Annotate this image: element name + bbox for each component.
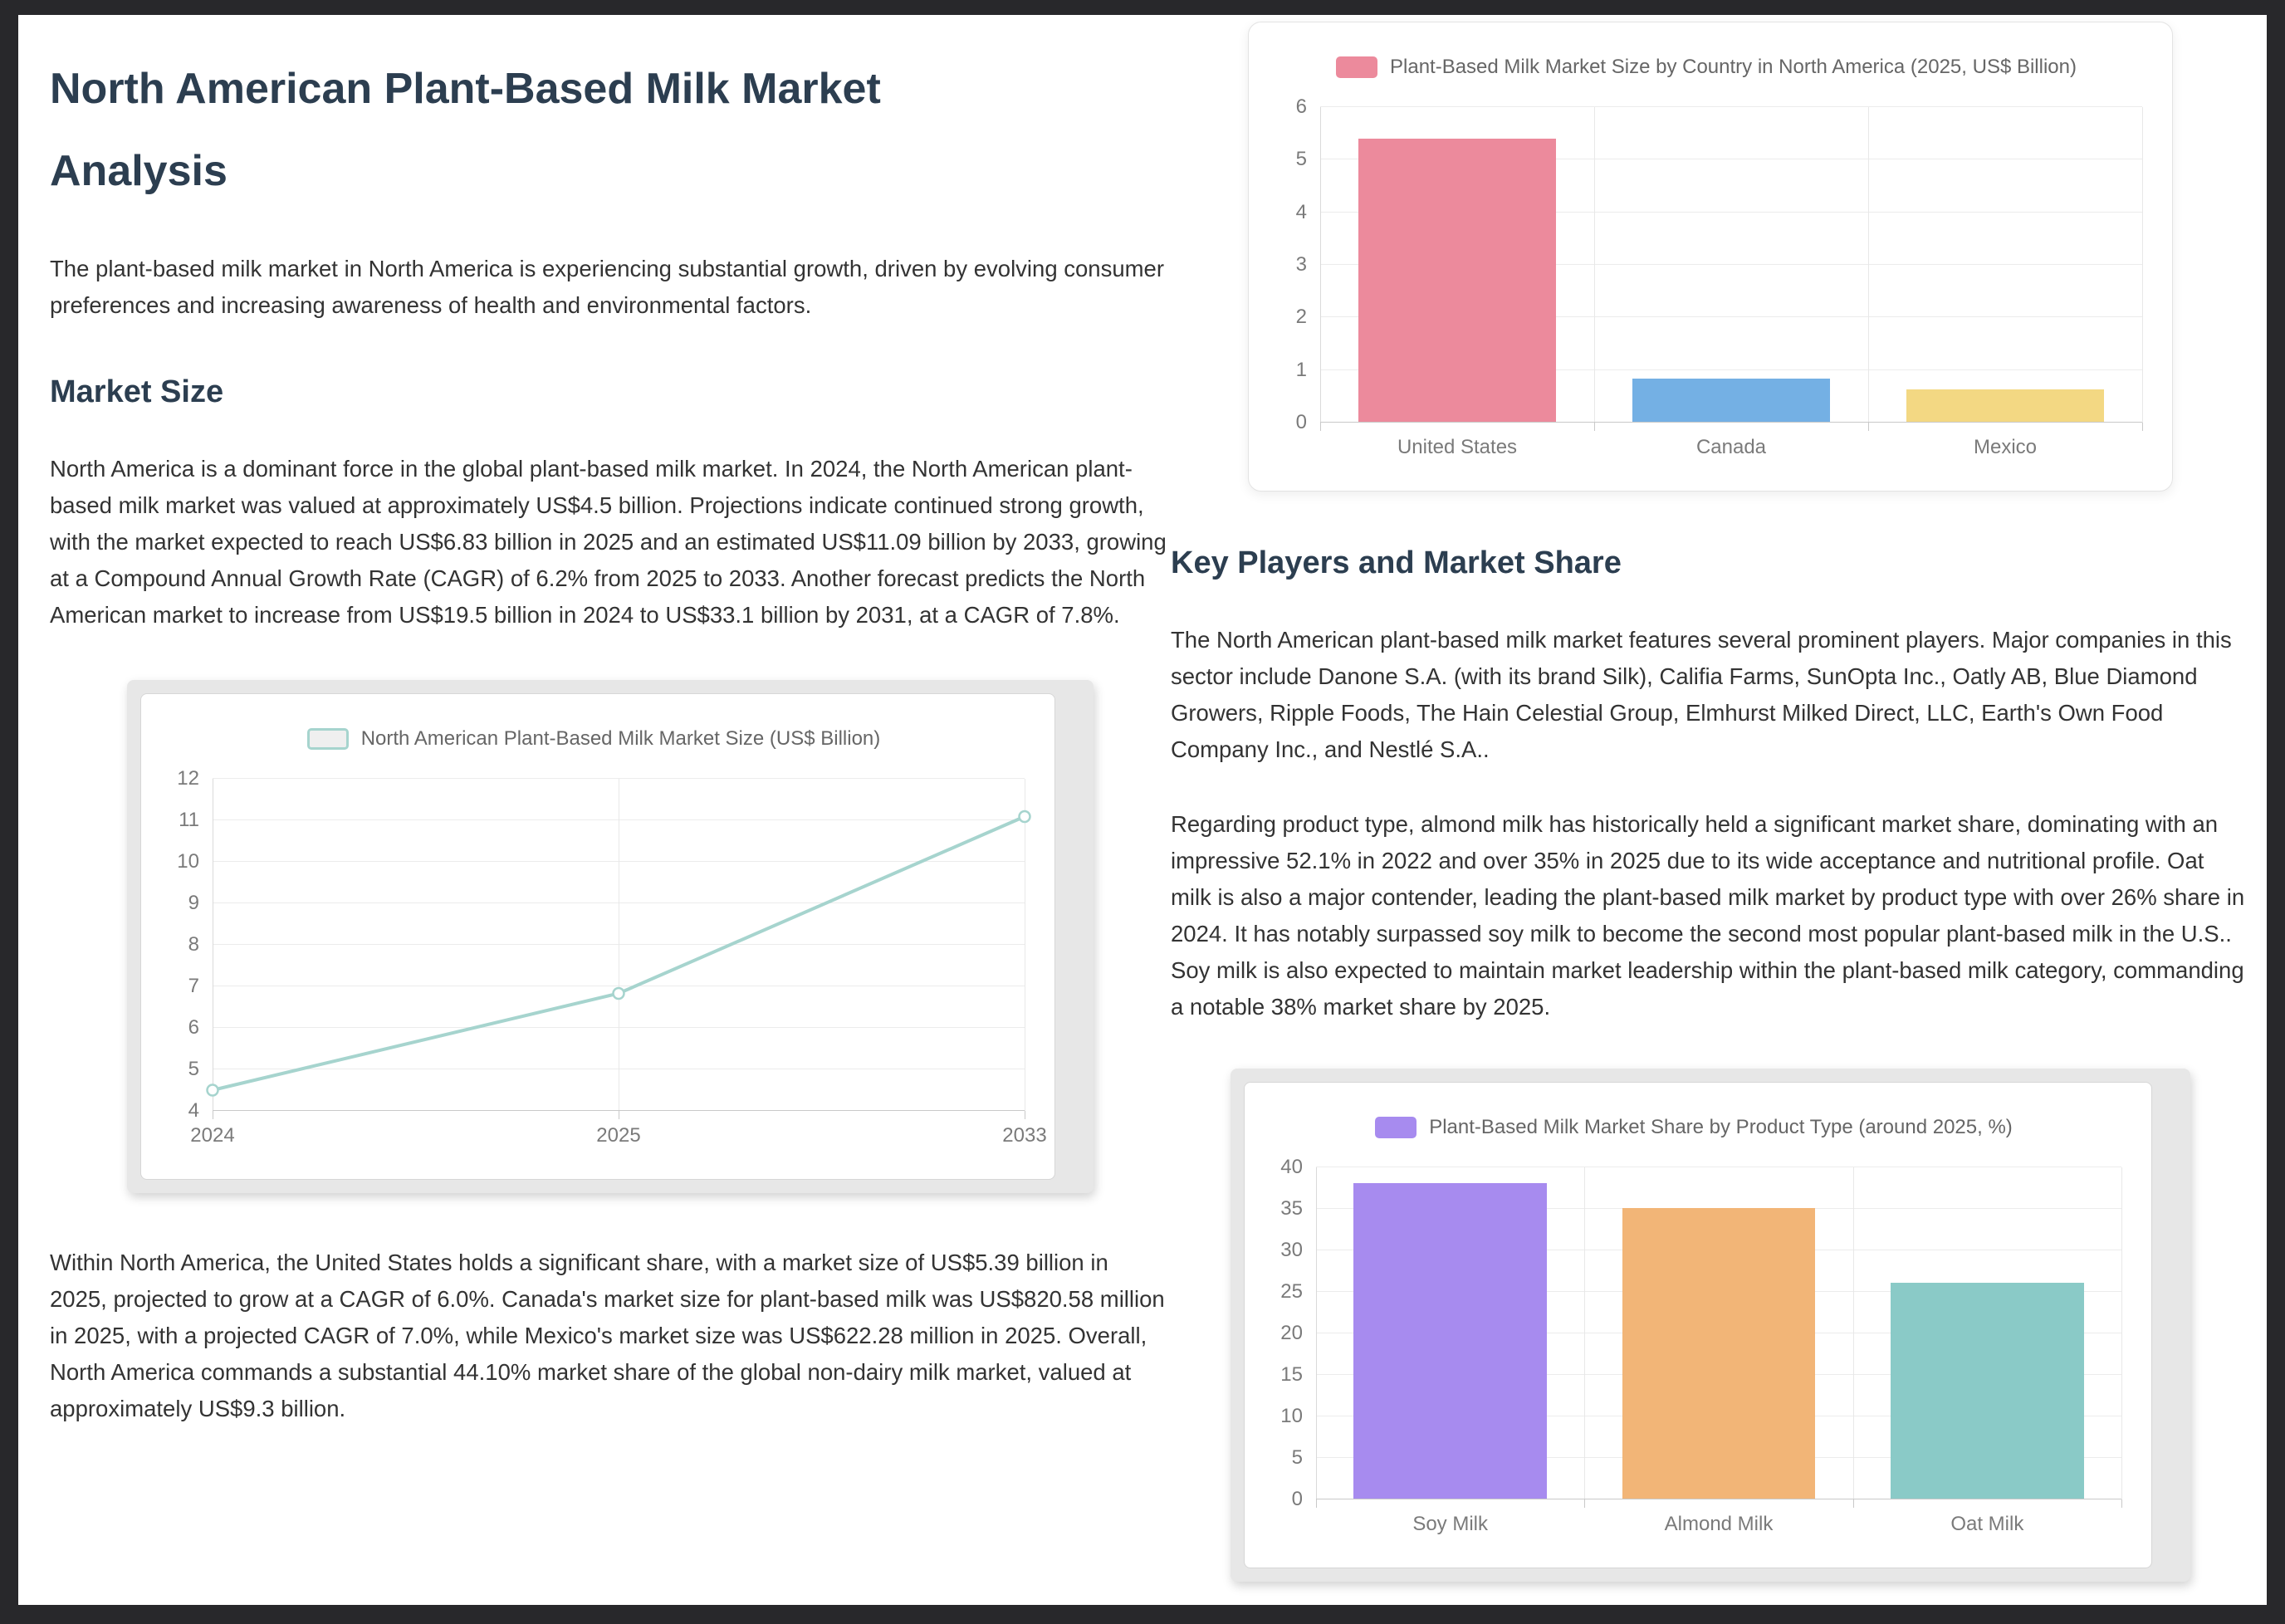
x-axis: Soy Milk Almond Milk Oat Milk (1316, 1513, 2121, 1548)
y-axis-label: 25 (1280, 1280, 1303, 1304)
y-axis: 4 5 6 7 8 9 10 11 12 (163, 767, 213, 1122)
x-axis-label: Mexico (1973, 436, 2038, 458)
y-axis-label: 5 (1291, 1446, 1303, 1470)
x-axis-label: 2033 (1002, 1123, 1047, 1147)
document-page: North American Plant-Based Milk Market A… (18, 15, 2267, 1605)
y-axis-label: 6 (188, 1015, 199, 1039)
y-axis-label: 7 (188, 974, 199, 997)
y-axis-line (1316, 1167, 1317, 1500)
y-axis-label: 0 (1291, 1488, 1303, 1511)
y-axis-label: 40 (1280, 1156, 1303, 1179)
section-heading-key-players: Key Players and Market Share (1171, 545, 1622, 580)
chart-card: North American Plant-Based Milk Market S… (140, 692, 1055, 1180)
chart-plot-area (206, 777, 1031, 1119)
x-axis-label: United States (1397, 436, 1518, 458)
bar-soy-milk (1353, 1183, 1548, 1499)
chart-plot-area (1320, 106, 2143, 431)
x-axis: 2024 2025 2033 (190, 1123, 1046, 1159)
legend-swatch-icon (1336, 56, 1377, 78)
x-axis-label: Canada (1695, 436, 1767, 458)
x-axis-label: 2024 (190, 1123, 235, 1147)
bar-chart-product-type: Plant-Based Milk Market Share by Product… (1245, 1083, 2151, 1568)
y-axis-label: 8 (188, 932, 199, 956)
intro-paragraph: The plant-based milk market in North Ame… (50, 255, 1165, 318)
y-axis-label: 5 (1295, 148, 1307, 171)
chart-legend: North American Plant-Based Milk Market S… (163, 721, 1025, 757)
y-axis-label: 4 (1295, 200, 1307, 223)
legend-item[interactable]: Plant-Based Milk Market Size by Country … (1336, 56, 2077, 79)
y-axis: 0 5 10 15 20 25 30 35 40 (1266, 1156, 1316, 1510)
country-bar-chart-card: Plant-Based Milk Market Size by Country … (1248, 22, 2173, 492)
data-point-marker (1018, 810, 1031, 824)
bar-almond-milk (1622, 1208, 1816, 1499)
key-players-paragraph-2: Regarding product type, almond milk has … (1171, 811, 2245, 1020)
left-column: North American Plant-Based Milk Market A… (50, 15, 1171, 1582)
y-axis-label: 11 (179, 808, 199, 831)
bar-chart-country: Plant-Based Milk Market Size by Country … (1249, 22, 2172, 491)
bar-mexico (1906, 389, 2104, 422)
legend-swatch-icon (1375, 1117, 1417, 1139)
right-column: Plant-Based Milk Market Size by Country … (1171, 15, 2250, 1582)
data-point-marker (612, 986, 625, 1000)
x-axis-label: Soy Milk (1412, 1513, 1488, 1536)
y-axis-label: 12 (177, 766, 199, 790)
y-axis: 0 1 2 3 4 5 6 (1270, 95, 1320, 433)
y-axis-label: 3 (1295, 253, 1307, 276)
data-point-marker (206, 1083, 219, 1097)
legend-swatch-icon (306, 727, 349, 750)
bar-united-states (1358, 138, 1556, 422)
y-axis-label: 2 (1295, 306, 1307, 329)
two-column-layout: North American Plant-Based Milk Market A… (18, 15, 2267, 1582)
market-size-paragraph-2: Within North America, the United States … (50, 1249, 1165, 1421)
x-axis-label: 2025 (596, 1123, 641, 1147)
line-series (206, 810, 1031, 1097)
y-axis-label: 5 (188, 1057, 199, 1080)
y-axis-label: 4 (188, 1098, 199, 1122)
bar-oat-milk (1890, 1283, 2084, 1499)
y-axis-label: 0 (1295, 411, 1307, 433)
market-size-line-chart-frame: North American Plant-Based Milk Market S… (127, 679, 1094, 1193)
legend-label: Plant-Based Milk Market Share by Product… (1429, 1116, 2013, 1139)
y-axis-label: 30 (1280, 1239, 1303, 1262)
y-axis-label: 9 (188, 891, 199, 914)
bar-canada (1632, 379, 1830, 422)
chart-card: Plant-Based Milk Market Share by Product… (1244, 1082, 2152, 1569)
y-axis-line (1320, 107, 1321, 423)
legend-item[interactable]: North American Plant-Based Milk Market S… (306, 726, 881, 751)
legend-item[interactable]: Plant-Based Milk Market Share by Product… (1375, 1116, 2013, 1139)
product-bar-chart-frame: Plant-Based Milk Market Share by Product… (1231, 1069, 2190, 1582)
line-chart-market-size: North American Plant-Based Milk Market S… (141, 694, 1054, 1179)
y-axis-label: 35 (1280, 1197, 1303, 1220)
y-axis-label: 10 (1280, 1405, 1303, 1428)
legend-label: North American Plant-Based Milk Market S… (360, 726, 881, 750)
x-axis-label: Oat Milk (1950, 1513, 2024, 1536)
y-axis-label: 1 (1295, 358, 1307, 381)
page-title: North American Plant-Based Milk Market A… (50, 65, 881, 195)
y-axis-label: 20 (1280, 1322, 1303, 1345)
legend-label: Plant-Based Milk Market Size by Country … (1390, 56, 2077, 78)
chart-legend: Plant-Based Milk Market Size by Country … (1270, 49, 2142, 86)
chart-legend: Plant-Based Milk Market Share by Product… (1266, 1109, 2121, 1146)
y-axis-label: 15 (1280, 1363, 1303, 1387)
y-axis-label: 6 (1295, 95, 1307, 118)
y-axis-label: 10 (177, 849, 199, 873)
x-axis: United States Canada Mexico (1320, 436, 2142, 471)
key-players-paragraph-1: The North American plant-based milk mark… (1171, 627, 2232, 763)
x-axis-label: Almond Milk (1664, 1513, 1774, 1536)
market-size-paragraph-1: North America is a dominant force in the… (50, 455, 1167, 628)
section-heading-market-size: Market Size (50, 374, 224, 409)
chart-plot-area (1316, 1167, 2122, 1509)
